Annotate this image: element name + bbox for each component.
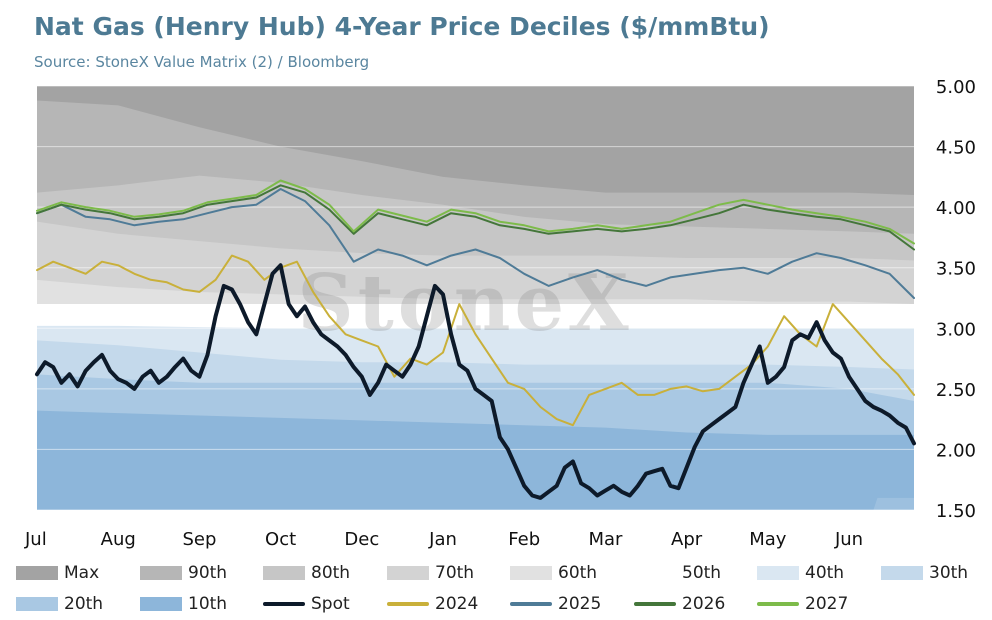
legend-swatch (387, 566, 429, 580)
y-tick-label: 4.00 (936, 198, 976, 219)
y-tick-label: 2.00 (936, 440, 976, 461)
legend-swatch (263, 602, 305, 606)
legend-item-2026: 2026 (634, 593, 725, 615)
legend-swatch (263, 566, 305, 580)
legend-label: 50th (682, 563, 722, 583)
price-deciles-chart: StoneX 5.004.504.003.503.002.502.001.50 … (24, 77, 976, 550)
legend-label: 30th (929, 563, 969, 583)
x-tick-label: Aug (101, 529, 136, 550)
series-line-2027 (36, 179, 915, 245)
legend-item-2025: 2025 (510, 593, 601, 615)
y-tick-label: 3.00 (936, 319, 976, 340)
chart-title: Nat Gas (Henry Hub) 4-Year Price Deciles… (34, 12, 770, 41)
legend-label: Max (64, 563, 100, 583)
legend-swatch (140, 597, 182, 611)
x-tick-label: Dec (344, 529, 379, 550)
x-tick-label: Apr (671, 529, 703, 550)
x-axis-ticks: Jul Aug Sep Oct Dec Jan Feb Mar Apr May Jun (24, 529, 863, 550)
legend-swatch (16, 597, 58, 611)
legend-item-2024: 2024 (387, 593, 478, 615)
series-line-2026 (36, 184, 915, 251)
y-tick-label: 3.50 (936, 259, 976, 280)
series-line-2025 (36, 188, 915, 299)
x-tick-label: May (749, 529, 787, 550)
legend-label: 20th (64, 594, 104, 614)
legend-swatch (634, 566, 676, 580)
legend-label: 90th (188, 563, 228, 583)
series-lines (35, 179, 916, 500)
legend-label: 2026 (682, 594, 726, 614)
legend-item-10th: 10th (140, 593, 227, 615)
legend-swatch (16, 566, 58, 580)
legend-item-80th: 80th (263, 562, 350, 584)
legend-swatch (757, 602, 799, 606)
legend-item-max: Max (16, 562, 99, 584)
legend-item-20th: 20th (16, 593, 103, 615)
legend-label: 2024 (435, 594, 479, 614)
legend-item-30th: 30th (881, 562, 968, 584)
legend-swatch (757, 566, 799, 580)
legend-label: 60th (558, 563, 598, 583)
band-10th (37, 410, 914, 510)
y-tick-label: 2.50 (936, 380, 976, 401)
y-axis-ticks: 5.00 4.50 4.00 3.50 3.00 2.50 2.00 1.50 (936, 77, 976, 522)
y-tick-label: 1.50 (936, 501, 976, 522)
legend-label: 10th (188, 594, 228, 614)
series-line-spot (35, 263, 916, 500)
x-tick-label: Oct (265, 529, 296, 550)
stonex-watermark: StoneX (297, 258, 632, 349)
legend-item-60th: 60th (510, 562, 597, 584)
legend-item-40th: 40th (757, 562, 844, 584)
x-tick-label: Feb (508, 529, 540, 550)
series-line-2024 (36, 254, 915, 427)
legend-swatch (881, 566, 923, 580)
legend-swatch (140, 566, 182, 580)
x-tick-label: Jul (24, 529, 47, 550)
y-tick-label: 4.50 (936, 138, 976, 159)
x-tick-label: Sep (182, 529, 216, 550)
legend-item-90th: 90th (140, 562, 227, 584)
legend-item-2027: 2027 (757, 593, 848, 615)
legend-label: 2027 (805, 594, 849, 614)
legend-label: 40th (805, 563, 845, 583)
legend-label: 70th (435, 563, 475, 583)
legend-label: 2025 (558, 594, 602, 614)
y-tick-label: 5.00 (936, 77, 976, 98)
legend-swatch (634, 602, 676, 606)
x-tick-label: Jun (834, 529, 863, 550)
x-tick-label: Mar (588, 529, 623, 550)
legend-swatch (387, 602, 429, 606)
chart-subtitle: Source: StoneX Value Matrix (2) / Bloomb… (34, 53, 370, 71)
x-tick-label: Jan (428, 529, 457, 550)
legend-label: Spot (311, 594, 350, 614)
gridlines (37, 85, 914, 511)
legend-item-50th: 50th (634, 562, 721, 584)
legend-item-spot: Spot (263, 593, 350, 615)
legend-item-70th: 70th (387, 562, 474, 584)
legend-swatch (510, 602, 552, 606)
decile-bands (37, 86, 914, 510)
legend-swatch (510, 566, 552, 580)
legend-label: 80th (311, 563, 351, 583)
